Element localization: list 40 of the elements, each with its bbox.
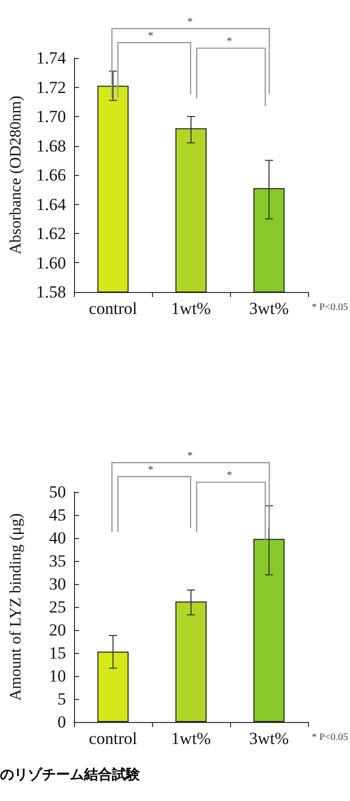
bar (253, 538, 285, 722)
text: * (226, 36, 232, 48)
bar (175, 601, 207, 722)
x-tick-label: 1wt% (171, 299, 211, 318)
y-tick-label: 25 (49, 598, 66, 616)
y-tick-label: 15 (49, 644, 66, 662)
y-axis-title: Absorbance (OD280nm) (8, 96, 24, 254)
y-tick-label: 35 (49, 552, 66, 570)
x-tick-label: 3wt% (249, 299, 289, 318)
y-tick-label: 40 (49, 528, 66, 548)
x-tick-label: control (88, 729, 138, 748)
text: * (148, 30, 154, 42)
y-tick-label: 1.58 (36, 282, 66, 302)
y-tick-label: 1.62 (36, 224, 66, 243)
y-tick-label: 20 (49, 620, 66, 640)
y-tick-label: 1.68 (36, 136, 66, 156)
text: のリゾチーム結合試験 (0, 766, 141, 784)
x-tick-label: 1wt% (171, 729, 211, 748)
text: * (226, 470, 232, 482)
x-tick-label: 3wt% (249, 729, 289, 748)
text: * P<0.05 (312, 732, 348, 743)
x-tick-label: control (88, 299, 138, 318)
y-tick-label: 1.66 (36, 166, 66, 184)
y-tick-label: 30 (49, 574, 66, 594)
text: * (148, 464, 154, 476)
y-tick-label: 1.74 (36, 48, 66, 68)
y-axis-title: Amount of LYZ binding (μg) (8, 513, 24, 701)
y-tick-label: 1.72 (36, 78, 66, 97)
text: * P<0.05 (312, 302, 348, 313)
text: * (187, 16, 193, 28)
y-tick-label: 5 (58, 690, 66, 708)
text: * (187, 450, 193, 462)
y-tick-label: 50 (49, 482, 66, 502)
y-tick-label: 1.64 (36, 194, 66, 214)
y-tick-label: 0 (58, 712, 66, 732)
y-tick-label: 1.60 (36, 253, 66, 272)
y-tick-label: 10 (49, 666, 66, 686)
y-tick-label: 1.70 (36, 107, 66, 126)
y-tick-label: 45 (49, 506, 66, 524)
bar (97, 652, 129, 722)
